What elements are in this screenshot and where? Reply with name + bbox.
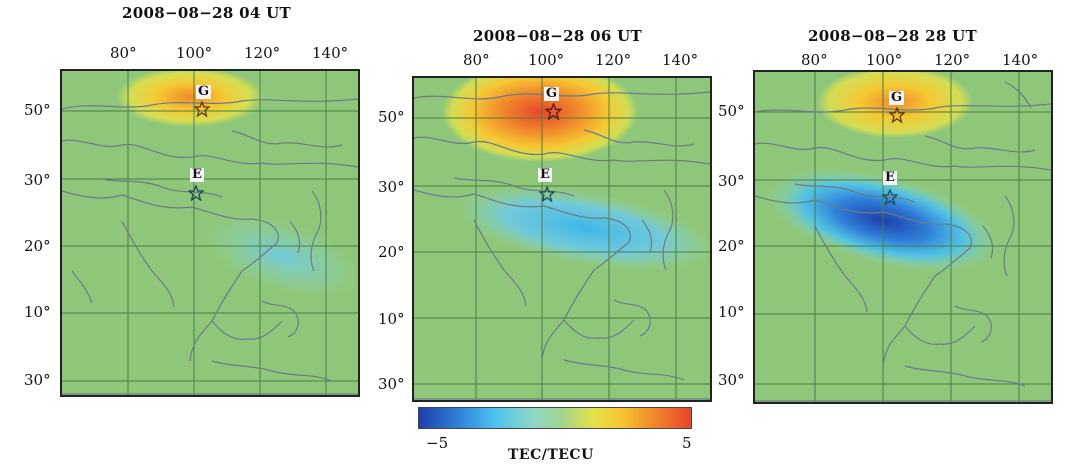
colorbar-label: TEC/TECU	[508, 447, 594, 463]
panel-2-lat-label-20: 20°	[378, 243, 405, 261]
panel-1-lon-label-80: 80°	[110, 44, 137, 62]
panel-1-title: 2008−08−28 04 UT	[122, 4, 291, 22]
panel-3-lat-label-30b: 30°	[718, 371, 745, 389]
panel-3-marker-g-star-icon	[889, 107, 905, 123]
graticule	[414, 78, 710, 400]
panel-2-marker-g-label: G	[544, 86, 560, 101]
panel-2-lat-label-10: 10°	[378, 310, 405, 328]
panel-2-lon-label-100: 100°	[528, 51, 565, 69]
panel-2-title: 2008−08−28 06 UT	[473, 27, 642, 45]
panel-2-lon-label-80: 80°	[463, 51, 490, 69]
panel-3-title: 2008−08−28 28 UT	[808, 27, 977, 45]
panel-1-lat-label-20: 20°	[24, 237, 51, 255]
panel-1-marker-e-star-icon	[188, 185, 204, 201]
panel-1-lat-label-30: 30°	[24, 171, 51, 189]
panel-1-marker-e-label: E	[190, 167, 204, 182]
colorbar-min-label: −5	[426, 434, 449, 452]
negative-anomaly-region	[205, 215, 358, 297]
panel-3-lon-label-100: 100°	[866, 51, 903, 69]
panel-3-lat-label-10: 10°	[718, 303, 745, 321]
panel-2-lat-label-30b: 30°	[378, 375, 405, 393]
positive-anomaly-region	[116, 71, 264, 127]
panel-3-marker-g-label: G	[889, 90, 905, 105]
panel-2-lat-label-30: 30°	[378, 178, 405, 196]
panel-1-marker-g-label: G	[196, 84, 212, 99]
panel-2-lat-label-50: 50°	[378, 108, 405, 126]
panel-1-lat-label-50: 50°	[24, 101, 51, 119]
panel-2-marker-e-label: E	[538, 167, 552, 182]
panel-3-lat-label-50: 50°	[718, 102, 745, 120]
panel-2-marker-e-star-icon	[539, 186, 555, 202]
panel-2-marker-g-star-icon	[545, 103, 562, 120]
panel-3-marker-e-star-icon	[882, 189, 898, 205]
panel-3-lat-label-20: 20°	[718, 237, 745, 255]
coastlines	[62, 98, 358, 395]
graticule	[755, 72, 1051, 402]
panel-1-map-graphic	[62, 71, 358, 395]
panel-3-lat-label-30: 30°	[718, 172, 745, 190]
panel-2-map-graphic	[414, 78, 710, 400]
panel-1-map: G E	[60, 69, 360, 397]
coastlines	[755, 81, 1051, 402]
panel-2-map: G E	[412, 76, 712, 402]
panel-3-map: G E	[753, 70, 1053, 404]
panel-1-lon-label-100: 100°	[176, 44, 213, 62]
panel-1-lon-label-140: 140°	[312, 44, 349, 62]
positive-anomaly-region	[817, 72, 973, 138]
negative-anomaly-region	[455, 185, 710, 271]
colorbar	[418, 407, 692, 429]
panel-3-marker-e-label: E	[883, 170, 897, 185]
panel-2-lon-label-120: 120°	[595, 51, 632, 69]
panel-1-marker-g-star-icon	[194, 101, 210, 117]
panel-1-lat-label-30b: 30°	[24, 371, 51, 389]
coastlines	[414, 91, 710, 400]
panel-1-lat-label-10: 10°	[24, 303, 51, 321]
panel-3-lon-label-80: 80°	[801, 51, 828, 69]
colorbar-max-label: 5	[682, 434, 692, 452]
panel-1-lon-label-120: 120°	[244, 44, 281, 62]
panel-2-lon-label-140: 140°	[662, 51, 699, 69]
panel-3-lon-label-140: 140°	[1002, 51, 1039, 69]
positive-anomaly-region	[442, 78, 638, 162]
panel-3-lon-label-120: 120°	[934, 51, 971, 69]
